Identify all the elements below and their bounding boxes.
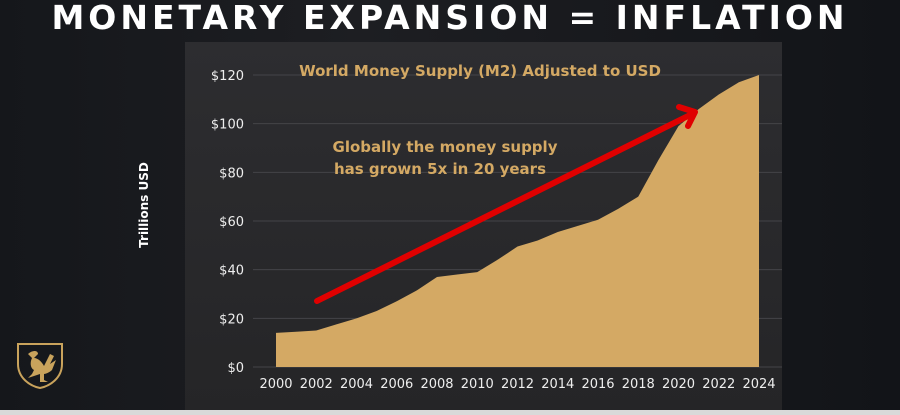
y-tick-label: $100 <box>211 118 244 133</box>
bottom-bar <box>0 410 900 415</box>
x-tick-label: 2002 <box>300 377 333 392</box>
griffin-crest-logo <box>17 343 63 390</box>
area-series <box>276 75 759 367</box>
y-ticks: $0 $20 $40 $60 $80 $100 $120 <box>211 69 244 376</box>
x-tick-label: 2006 <box>380 377 413 392</box>
annotation-line-1: Globally the money supply <box>333 138 558 156</box>
y-tick-label: $120 <box>211 69 244 84</box>
x-tick-label: 2018 <box>622 377 655 392</box>
x-tick-label: 2014 <box>541 377 574 392</box>
y-tick-label: $80 <box>219 166 244 181</box>
x-tick-label: 2008 <box>420 377 453 392</box>
chart-title: World Money Supply (M2) Adjusted to USD <box>299 62 661 80</box>
y-tick-label: $0 <box>227 361 244 376</box>
annotation-line-2: has grown 5x in 20 years <box>334 160 546 178</box>
y-tick-label: $20 <box>219 312 244 327</box>
y-axis-label: Trillions USD <box>137 162 151 248</box>
x-tick-label: 2022 <box>702 377 735 392</box>
x-tick-label: 2010 <box>461 377 494 392</box>
x-tick-label: 2004 <box>340 377 373 392</box>
y-tick-label: $40 <box>219 264 244 279</box>
x-ticks: 2000 2002 2004 2006 2008 2010 2012 2014 2016 2018… <box>259 377 775 392</box>
x-tick-label: 2024 <box>742 377 775 392</box>
headline: MONETARY EXPANSION = INFLATION <box>51 0 849 37</box>
x-tick-label: 2016 <box>581 377 614 392</box>
x-tick-label: 2020 <box>662 377 695 392</box>
x-tick-label: 2012 <box>501 377 534 392</box>
data-points <box>275 74 760 334</box>
x-tick-label: 2000 <box>259 377 292 392</box>
trend-arrow <box>314 104 698 304</box>
y-tick-label: $60 <box>219 215 244 230</box>
